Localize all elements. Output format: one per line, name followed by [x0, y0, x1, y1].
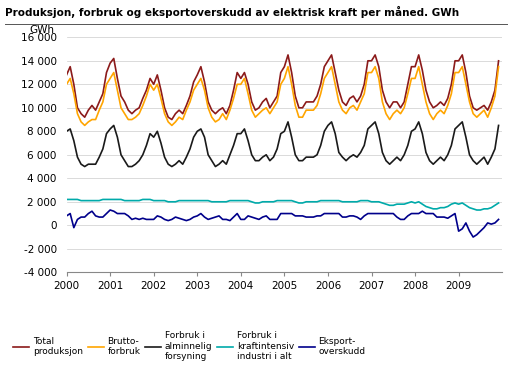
Brutto-
forbruk	[183, 108, 189, 112]
Forbruk i
kraftintensiv
industri i alt	[303, 200, 309, 204]
Eksport-
overskudd	[488, 222, 495, 226]
Total
produksjon	[285, 53, 291, 57]
Forbruk i
alminnelig
forsyning	[310, 155, 316, 159]
Forbruk i
alminnelig
forsyning	[369, 123, 375, 128]
Forbruk i
kraftintensiv
industri i alt	[404, 201, 411, 205]
Total
produksjon	[369, 59, 375, 63]
Brutto-
forbruk	[369, 70, 375, 75]
Brutto-
forbruk	[488, 106, 495, 110]
Brutto-
forbruk	[285, 65, 291, 69]
Brutto-
forbruk	[310, 108, 316, 112]
Total
produksjon	[310, 100, 316, 104]
Brutto-
forbruk	[158, 96, 164, 101]
Forbruk i
kraftintensiv
industri i alt	[180, 198, 186, 203]
Eksport-
overskudd	[470, 235, 476, 239]
Forbruk i
kraftintensiv
industri i alt	[496, 201, 502, 205]
Eksport-
overskudd	[307, 215, 313, 219]
Line: Brutto-
forbruk: Brutto- forbruk	[67, 67, 499, 125]
Forbruk i
alminnelig
forsyning	[285, 120, 291, 124]
Forbruk i
kraftintensiv
industri i alt	[63, 197, 70, 202]
Brutto-
forbruk	[81, 123, 88, 128]
Legend: Total
produksjon, Brutto-
forbruk, Forbruk i
alminnelig
forsyning, Forbruk i
kra: Total produksjon, Brutto- forbruk, Forbr…	[10, 328, 369, 365]
Brutto-
forbruk	[496, 65, 502, 69]
Line: Forbruk i
alminnelig
forsyning: Forbruk i alminnelig forsyning	[67, 122, 499, 166]
Forbruk i
alminnelig
forsyning	[488, 155, 495, 159]
Line: Total
produksjon: Total produksjon	[67, 55, 499, 119]
Eksport-
overskudd	[409, 211, 415, 216]
Eksport-
overskudd	[365, 211, 371, 216]
Brutto-
forbruk	[412, 76, 418, 81]
Forbruk i
kraftintensiv
industri i alt	[484, 207, 490, 211]
Total
produksjon	[183, 103, 189, 108]
Eksport-
overskudd	[496, 217, 502, 222]
Total
produksjon	[169, 117, 175, 122]
Brutto-
forbruk	[63, 82, 70, 87]
Eksport-
overskudd	[158, 215, 164, 219]
Forbruk i
kraftintensiv
industri i alt	[474, 208, 480, 212]
Forbruk i
alminnelig
forsyning	[183, 155, 189, 159]
Forbruk i
alminnelig
forsyning	[81, 164, 88, 169]
Total
produksjon	[154, 73, 160, 77]
Text: Produksjon, forbruk og eksportoverskudd av elektrisk kraft per måned. GWh: Produksjon, forbruk og eksportoverskudd …	[5, 6, 459, 18]
Forbruk i
alminnelig
forsyning	[63, 129, 70, 134]
Line: Forbruk i
kraftintensiv
industri i alt: Forbruk i kraftintensiv industri i alt	[67, 200, 499, 210]
Text: GWh: GWh	[30, 25, 55, 35]
Eksport-
overskudd	[183, 218, 189, 223]
Total
produksjon	[63, 73, 70, 77]
Forbruk i
kraftintensiv
industri i alt	[361, 198, 367, 203]
Total
produksjon	[488, 100, 495, 104]
Forbruk i
alminnelig
forsyning	[496, 123, 502, 128]
Forbruk i
alminnelig
forsyning	[412, 127, 418, 131]
Line: Eksport-
overskudd: Eksport- overskudd	[67, 210, 499, 237]
Total
produksjon	[496, 59, 502, 63]
Forbruk i
kraftintensiv
industri i alt	[154, 198, 160, 203]
Forbruk i
alminnelig
forsyning	[158, 141, 164, 145]
Total
produksjon	[412, 65, 418, 69]
Eksport-
overskudd	[63, 214, 70, 218]
Eksport-
overskudd	[107, 208, 113, 212]
